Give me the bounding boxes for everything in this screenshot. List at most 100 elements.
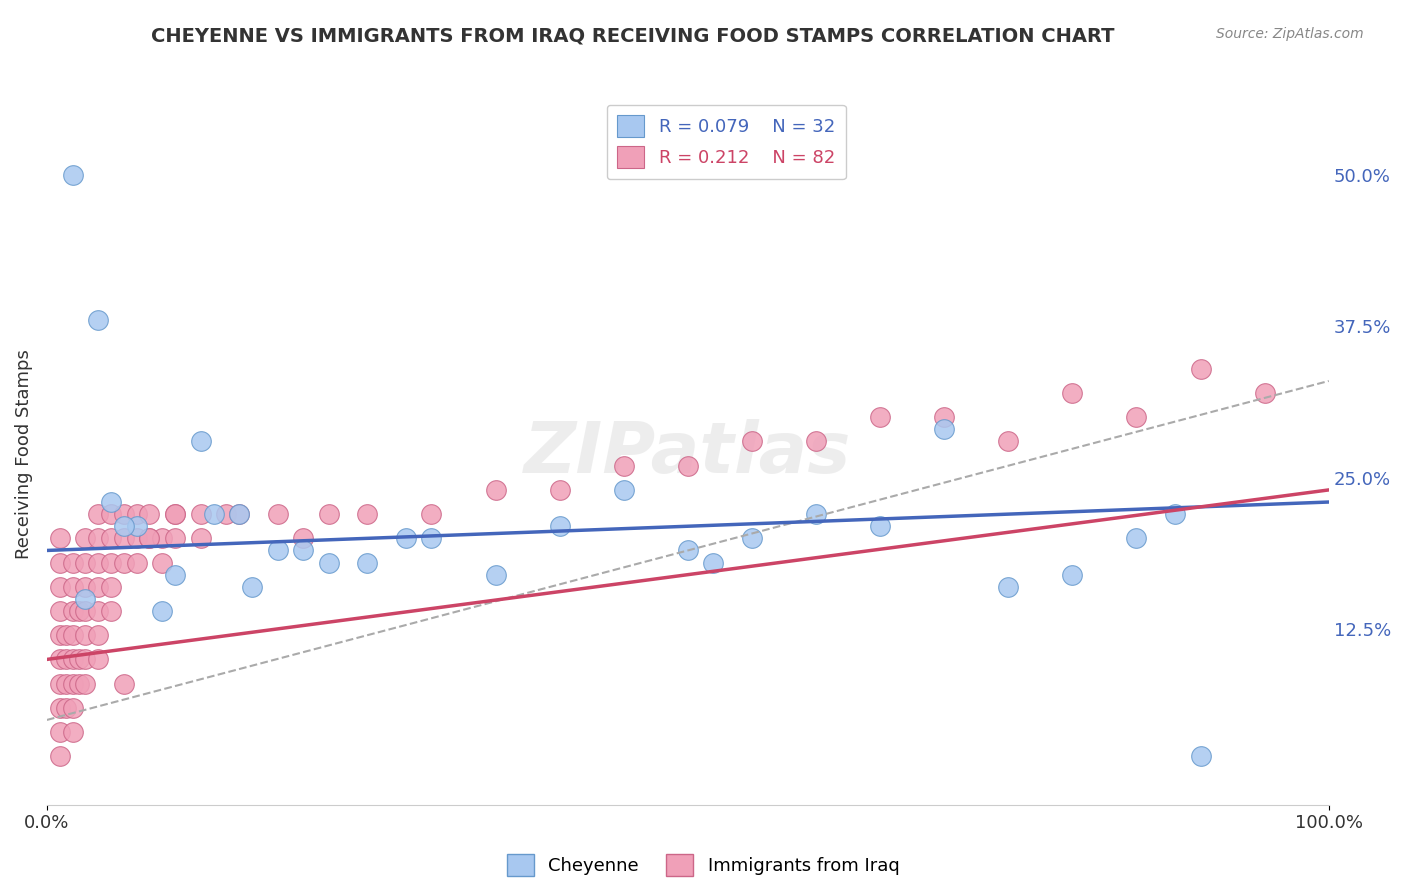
Point xyxy=(676,543,699,558)
Point xyxy=(702,556,724,570)
Point xyxy=(1253,386,1275,401)
Point xyxy=(62,604,84,618)
Point xyxy=(266,507,288,521)
Y-axis label: Receiving Food Stamps: Receiving Food Stamps xyxy=(15,349,32,558)
Point xyxy=(62,580,84,594)
Point xyxy=(138,532,160,546)
Point xyxy=(48,652,70,666)
Point xyxy=(318,556,340,570)
Point xyxy=(804,434,827,449)
Point xyxy=(202,507,225,521)
Point xyxy=(215,507,238,521)
Point xyxy=(112,532,135,546)
Point xyxy=(420,532,443,546)
Point xyxy=(87,532,110,546)
Point xyxy=(741,532,763,546)
Point xyxy=(100,556,122,570)
Point xyxy=(1189,362,1212,376)
Point xyxy=(48,580,70,594)
Point xyxy=(75,532,97,546)
Point xyxy=(87,556,110,570)
Point xyxy=(112,556,135,570)
Point xyxy=(62,725,84,739)
Point xyxy=(100,604,122,618)
Point xyxy=(75,580,97,594)
Point xyxy=(997,580,1019,594)
Point xyxy=(997,434,1019,449)
Point xyxy=(292,532,315,546)
Point xyxy=(741,434,763,449)
Point xyxy=(62,168,84,182)
Point xyxy=(138,532,160,546)
Point xyxy=(75,591,97,606)
Point xyxy=(420,507,443,521)
Point xyxy=(55,652,77,666)
Point xyxy=(87,313,110,327)
Point xyxy=(1062,567,1084,582)
Point xyxy=(100,495,122,509)
Point xyxy=(150,604,173,618)
Point xyxy=(318,507,340,521)
Point xyxy=(87,580,110,594)
Point xyxy=(55,701,77,715)
Point xyxy=(48,556,70,570)
Point xyxy=(87,604,110,618)
Point xyxy=(1125,532,1147,546)
Text: CHEYENNE VS IMMIGRANTS FROM IRAQ RECEIVING FOOD STAMPS CORRELATION CHART: CHEYENNE VS IMMIGRANTS FROM IRAQ RECEIVI… xyxy=(150,27,1115,45)
Point xyxy=(484,483,506,497)
Point xyxy=(165,507,187,521)
Point xyxy=(48,701,70,715)
Text: ZIPatlas: ZIPatlas xyxy=(524,419,852,488)
Point xyxy=(125,532,148,546)
Point xyxy=(165,567,187,582)
Point xyxy=(62,701,84,715)
Point xyxy=(75,652,97,666)
Point xyxy=(138,507,160,521)
Point xyxy=(613,458,636,473)
Point xyxy=(356,507,378,521)
Point xyxy=(934,410,956,425)
Point xyxy=(100,580,122,594)
Point xyxy=(228,507,250,521)
Legend: R = 0.079    N = 32, R = 0.212    N = 82: R = 0.079 N = 32, R = 0.212 N = 82 xyxy=(606,104,846,179)
Point xyxy=(112,676,135,690)
Point xyxy=(1189,749,1212,764)
Legend: Cheyenne, Immigrants from Iraq: Cheyenne, Immigrants from Iraq xyxy=(499,847,907,883)
Point xyxy=(87,507,110,521)
Point xyxy=(934,422,956,436)
Point xyxy=(869,410,891,425)
Point xyxy=(395,532,418,546)
Point xyxy=(100,532,122,546)
Point xyxy=(62,628,84,642)
Point xyxy=(190,507,212,521)
Point xyxy=(240,580,263,594)
Point xyxy=(125,519,148,533)
Point xyxy=(190,532,212,546)
Point xyxy=(676,458,699,473)
Point xyxy=(150,532,173,546)
Point xyxy=(48,749,70,764)
Point xyxy=(165,532,187,546)
Point xyxy=(150,556,173,570)
Point xyxy=(484,567,506,582)
Point xyxy=(62,652,84,666)
Point xyxy=(266,543,288,558)
Point xyxy=(48,532,70,546)
Point xyxy=(125,507,148,521)
Point xyxy=(112,507,135,521)
Point xyxy=(1062,386,1084,401)
Point xyxy=(100,507,122,521)
Point xyxy=(62,556,84,570)
Point xyxy=(67,652,90,666)
Point xyxy=(356,556,378,570)
Point xyxy=(125,556,148,570)
Point xyxy=(75,628,97,642)
Point xyxy=(87,628,110,642)
Point xyxy=(548,519,571,533)
Point xyxy=(55,676,77,690)
Point xyxy=(165,507,187,521)
Point xyxy=(112,519,135,533)
Point xyxy=(87,652,110,666)
Point xyxy=(869,519,891,533)
Point xyxy=(228,507,250,521)
